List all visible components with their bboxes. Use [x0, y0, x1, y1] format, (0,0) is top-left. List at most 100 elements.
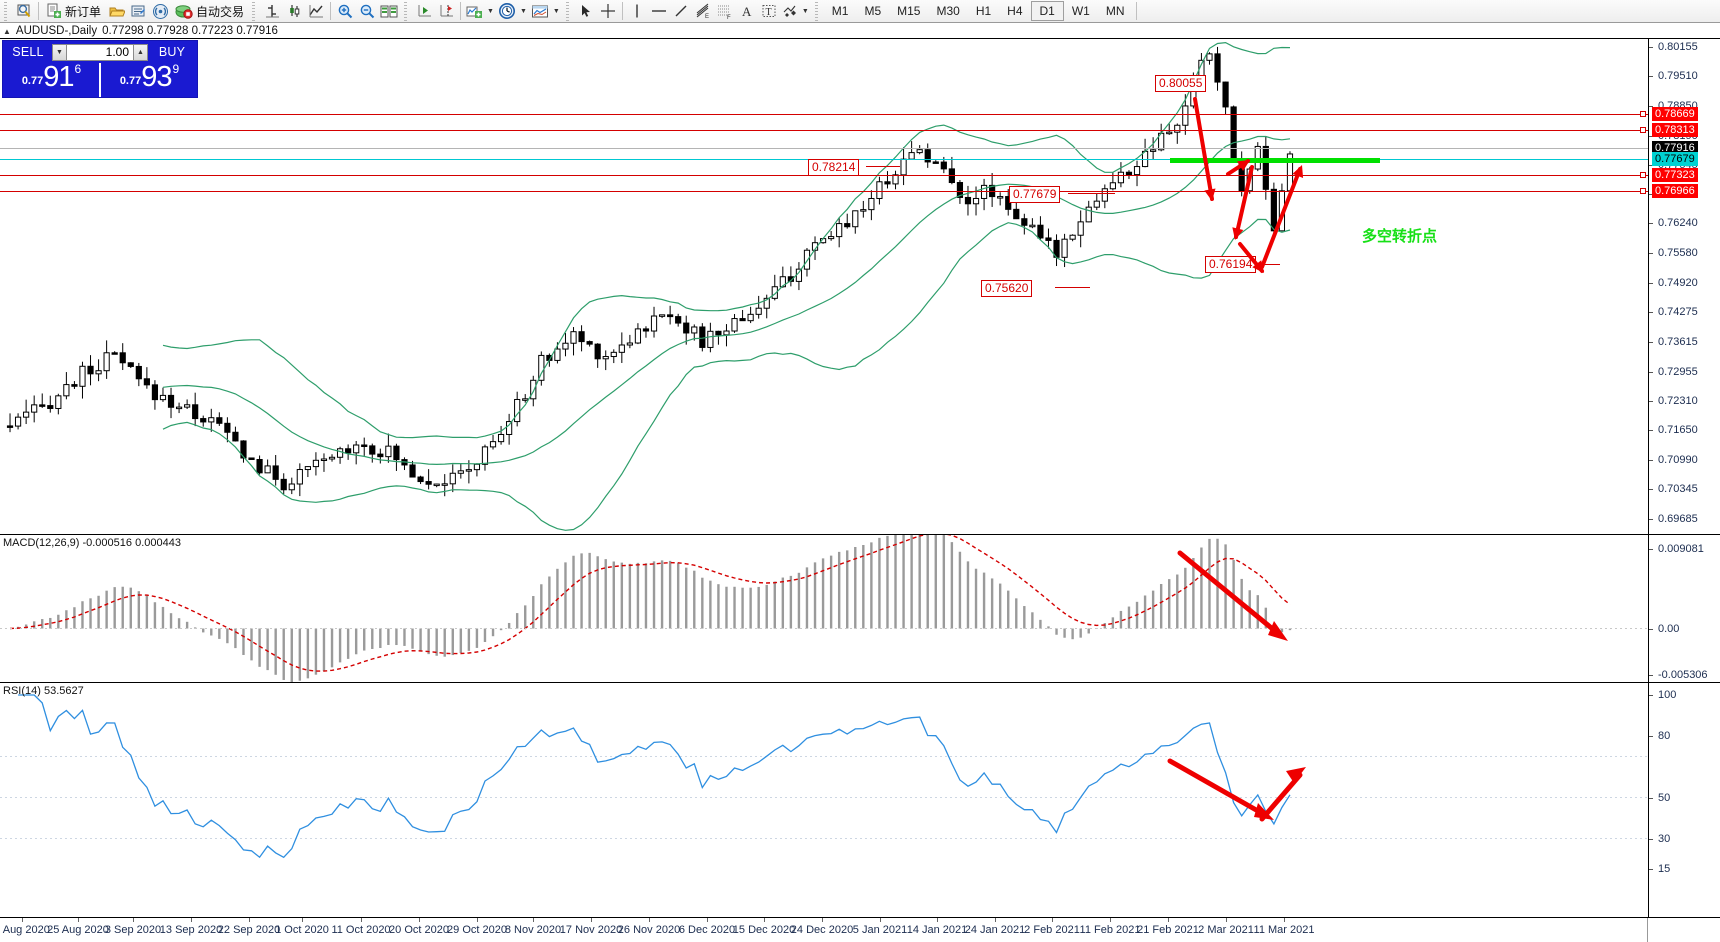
shapes-icon[interactable]: ▼: [780, 1, 811, 22]
crosshair-icon[interactable]: [597, 1, 619, 22]
bar-chart-icon[interactable]: [261, 1, 283, 22]
price-pane: 0.801550.795100.788500.781900.775450.768…: [0, 38, 1720, 534]
price-scale[interactable]: 0.801550.795100.788500.781900.775450.768…: [1648, 39, 1720, 534]
support-zone-marker[interactable]: [1170, 157, 1380, 163]
price-tick-label: 0.72955: [1658, 365, 1698, 378]
data-window-icon[interactable]: [378, 1, 400, 22]
date-tick-label: 21 Feb 2021: [1137, 924, 1199, 936]
price-level-line[interactable]: [0, 147, 1648, 149]
timeframe-w1[interactable]: W1: [1071, 4, 1090, 18]
annotation-leader-line: [866, 166, 900, 167]
price-level-handle[interactable]: [1640, 110, 1646, 117]
rsi-tick: [1649, 797, 1653, 799]
toolbar-grip[interactable]: [3, 1, 10, 21]
indicators-icon[interactable]: ▼: [464, 1, 496, 22]
volume-decrement-icon[interactable]: ▼: [52, 43, 67, 61]
chevron-down-icon-3[interactable]: ▼: [552, 7, 560, 15]
zoom-in-icon[interactable]: [334, 1, 356, 22]
price-level-chip[interactable]: 0.77916: [1652, 140, 1698, 155]
cursor-icon[interactable]: [575, 1, 597, 22]
rsi-tick-label: 15: [1658, 863, 1671, 876]
price-level-handle[interactable]: [1640, 171, 1646, 178]
toolbar-grip-2[interactable]: [251, 1, 259, 21]
price-level-handle[interactable]: [1640, 187, 1646, 194]
chart-shift-icon[interactable]: [435, 1, 457, 22]
price-level-chip[interactable]: 0.77323: [1652, 167, 1698, 182]
date-tick: [707, 918, 708, 922]
price-plot-area[interactable]: [0, 39, 1648, 534]
signal-icon[interactable]: [149, 1, 171, 22]
volume-input[interactable]: 1.00: [67, 43, 133, 61]
price-level-chip[interactable]: 0.76966: [1652, 183, 1698, 198]
price-level-handle[interactable]: [1640, 127, 1646, 134]
volume-increment-icon[interactable]: ▲: [133, 43, 148, 61]
rsi-tick-label: 30: [1658, 832, 1671, 845]
price-annotation-box[interactable]: 0.78214: [808, 159, 860, 176]
timeframe-d1[interactable]: D1: [1030, 1, 1064, 21]
timeframe-mn[interactable]: MN: [1105, 4, 1125, 18]
rsi-plot-area[interactable]: [0, 683, 1648, 917]
toolbar-separator-5: [1135, 2, 1137, 20]
timeframe-h4[interactable]: H4: [1007, 4, 1023, 18]
toolbar-grip-5[interactable]: [813, 1, 821, 21]
vertical-line-icon[interactable]: [626, 1, 648, 22]
buy-button-label[interactable]: BUY: [158, 45, 186, 59]
timeframe-m1[interactable]: M1: [831, 4, 849, 18]
price-annotation-box[interactable]: 0.77679: [1009, 186, 1061, 203]
macd-plot-area[interactable]: [0, 535, 1648, 682]
price-tick: [1649, 312, 1653, 314]
zoom-out-icon[interactable]: [356, 1, 378, 22]
horizontal-line-icon[interactable]: [648, 1, 670, 22]
price-level-line[interactable]: [0, 113, 1648, 115]
text-icon[interactable]: A: [736, 1, 758, 22]
price-tick: [1649, 519, 1653, 520]
toolbar-grip-4[interactable]: [564, 1, 572, 21]
market-watch-icon[interactable]: [13, 1, 35, 22]
toolbar-separator: [38, 2, 39, 20]
folder-yellow-icon[interactable]: [105, 1, 127, 22]
timeframe-h1[interactable]: H1: [975, 4, 992, 18]
date-tick-label: 29 Oct 2020: [447, 924, 507, 936]
text-label-icon[interactable]: T: [758, 1, 780, 22]
timeframe-m15[interactable]: M15: [897, 4, 921, 18]
date-tick: [880, 918, 881, 922]
chart-restore-icon[interactable]: ▲: [3, 26, 11, 36]
one-click-trading-panel[interactable]: SELL ▼ 1.00 ▲ BUY 0.77 91 6 0.77 93 9: [2, 40, 198, 98]
price-annotation-box[interactable]: 0.75620: [981, 280, 1033, 297]
chevron-down-icon-4[interactable]: ▼: [801, 7, 809, 15]
price-level-chip[interactable]: 0.77679: [1652, 151, 1698, 166]
trendline-icon[interactable]: [670, 1, 692, 22]
buy-price-button[interactable]: 0.77 93 9: [99, 62, 197, 97]
price-annotation-box[interactable]: 0.80055: [1155, 75, 1207, 92]
trade-panel-prices: 0.77 91 6 0.77 93 9: [3, 62, 197, 97]
rsi-tick: [1649, 695, 1653, 696]
sell-button-label[interactable]: SELL: [12, 45, 44, 59]
date-tick-label: 24 Jan 2021: [964, 924, 1026, 936]
auto-scroll-icon[interactable]: [413, 1, 435, 22]
price-annotation-box[interactable]: 0.76194: [1205, 256, 1257, 273]
fibonacci-retracement-icon[interactable]: F: [714, 1, 736, 22]
timeframe-m5[interactable]: M5: [864, 4, 882, 18]
autotrading-button[interactable]: 自动交易: [171, 1, 248, 22]
terminal-icon[interactable]: [127, 1, 149, 22]
sell-price-button[interactable]: 0.77 91 6: [3, 62, 99, 97]
period-clock-icon[interactable]: ▼: [496, 1, 529, 22]
rsi-tick: [1649, 736, 1653, 737]
price-level-line[interactable]: [0, 190, 1648, 192]
toolbar-grip-3[interactable]: [403, 1, 411, 21]
equidistant-channel-icon[interactable]: E: [692, 1, 714, 22]
templates-icon[interactable]: ▼: [529, 1, 562, 22]
line-chart-icon[interactable]: [305, 1, 327, 22]
price-level-line[interactable]: [0, 130, 1648, 132]
price-level-chip[interactable]: 0.78313: [1652, 123, 1698, 138]
volume-stepper[interactable]: ▼ 1.00 ▲: [52, 43, 148, 61]
price-tick: [1649, 489, 1653, 491]
candlestick-chart-icon[interactable]: [283, 1, 305, 22]
new-order-button[interactable]: 新订单: [42, 1, 105, 22]
chevron-down-icon-2[interactable]: ▼: [519, 7, 527, 15]
timeframe-m30[interactable]: M30: [936, 4, 960, 18]
rsi-tick: [1649, 838, 1653, 840]
chevron-down-icon[interactable]: ▼: [487, 7, 494, 15]
price-level-chip[interactable]: 0.78669: [1652, 106, 1698, 121]
